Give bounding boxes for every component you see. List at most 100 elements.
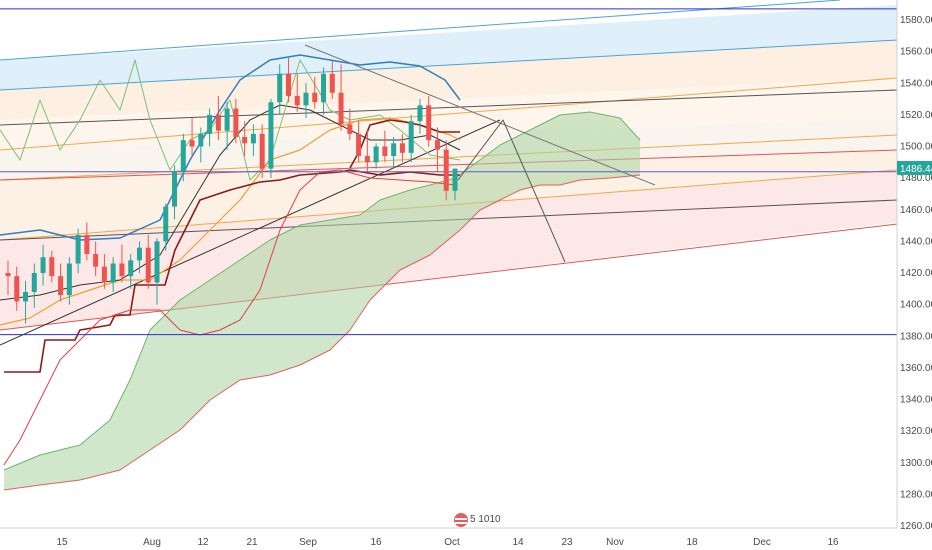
candle-body [110,263,116,283]
candle [180,133,186,182]
x-tick-label: 14 [512,537,524,548]
candle-body [84,235,90,255]
candle [136,241,142,273]
candle-body [452,168,458,191]
x-tick-label: 16 [827,537,839,548]
x-tick-label: 12 [197,537,209,548]
candle [145,235,151,289]
candle [303,83,309,119]
last-price-label: 1486.44 [900,164,932,175]
candle [224,102,230,150]
kijun-line [3,169,456,466]
candle-body [373,146,379,163]
candle [5,260,11,296]
candle-body [356,133,362,156]
candle [399,133,405,163]
candle-body [259,133,265,169]
y-tick-label: 1560.00 [900,47,932,58]
candle-body [75,235,81,264]
candle-body [49,257,55,277]
candle-body [163,206,169,242]
projection-zigzag [457,119,566,263]
candle-body [417,105,423,122]
y-tick-label: 1520.00 [900,110,932,121]
candle [347,108,353,141]
candle [426,95,432,147]
x-tick-label: Nov [606,537,624,548]
channel-line-red [0,223,898,331]
channel-band-4 [0,118,897,180]
candle [198,127,204,163]
candle-body [154,241,160,283]
senkou-span-a [3,111,641,471]
candle [452,168,458,201]
candle-body [5,273,11,277]
channel-line-top [0,0,841,61]
candle-body [23,291,29,302]
y-tick-label: 1400.00 [900,300,932,311]
candle [417,99,423,134]
last-price-tag [897,160,932,175]
candle [31,263,37,308]
x-tick-label: 23 [561,537,573,548]
candle-body [250,133,256,144]
candle-body [136,247,142,261]
y-tick-label: 1320.00 [900,426,932,437]
candle [128,254,134,289]
x-tick-label: Aug [143,537,161,548]
candle-body [198,133,204,147]
candle [207,108,213,147]
y-tick-label: 1260.00 [900,521,932,532]
moving-average-black [0,104,461,301]
candle [66,257,72,305]
y-tick-label: 1340.00 [900,395,932,406]
candle-body [145,247,151,283]
candle [40,244,46,286]
candle-body [391,143,397,156]
candle-body [93,254,99,267]
channel-line-upper [0,39,898,91]
candle-body [14,276,20,302]
candle-body [268,102,274,169]
descending-trend-line [304,44,656,186]
candle [163,203,169,251]
candle [294,73,300,112]
x-tick-label: 16 [370,537,382,548]
candle-body [40,257,46,273]
candle [382,130,388,163]
x-tick-label: 21 [246,537,258,548]
candle [259,124,265,179]
candle [23,280,29,324]
trend-line-rising [0,119,501,346]
upper-channel-band [0,5,897,90]
y-tick-label: 1420.00 [900,268,932,279]
candle [329,61,335,100]
candle [93,241,99,277]
moving-average-orange [0,117,461,326]
candle [233,99,239,144]
candle [338,64,344,131]
y-tick-label: 1480.00 [900,173,932,184]
candle-body [58,276,64,296]
candle-body [233,108,239,138]
candle [154,238,160,305]
candle [312,76,318,109]
y-tick-label: 1280.00 [900,489,932,500]
candle [215,95,221,141]
candle [14,266,20,311]
candle [434,127,440,172]
watermark-logo: 5 1010 [454,513,501,527]
candle [391,137,397,169]
y-tick-label: 1500.00 [900,142,932,153]
watermark-stripe [455,522,467,524]
y-tick-label: 1460.00 [900,205,932,216]
candle [277,64,283,115]
candle [189,118,195,156]
candle-body [242,137,248,144]
candle [119,244,125,283]
bollinger-upper [0,54,461,241]
candle-body [189,140,195,147]
candle-body [408,121,414,153]
ichimoku-cloud [4,112,640,490]
